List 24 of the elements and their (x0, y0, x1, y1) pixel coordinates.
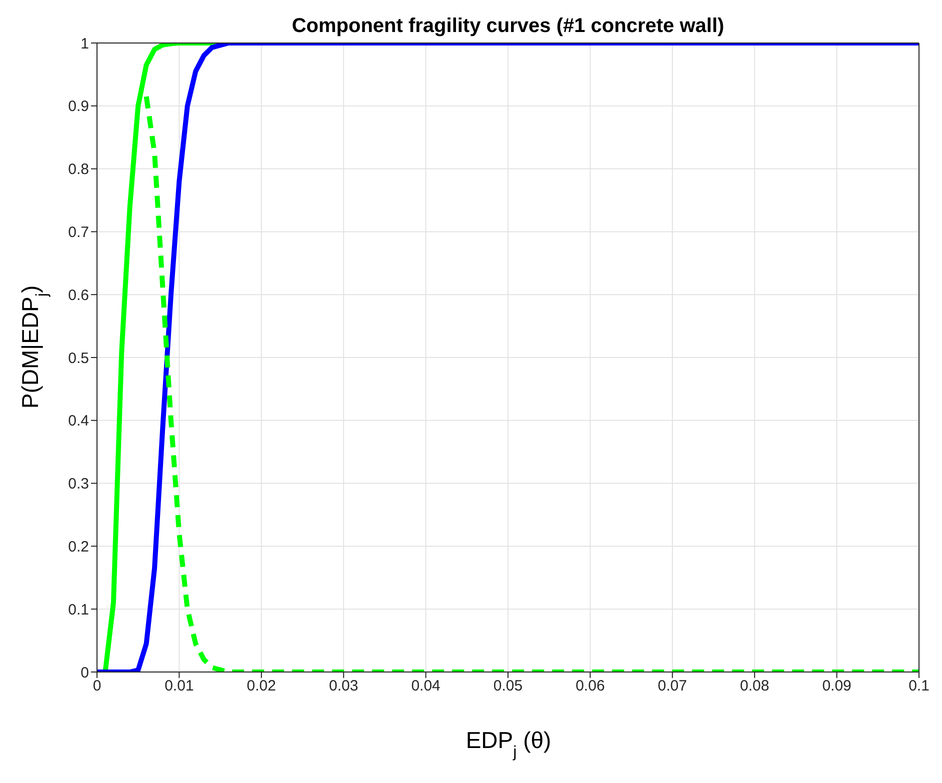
x-tick-label: 0.09 (822, 678, 852, 695)
x-tick-label: 0.05 (493, 678, 523, 695)
y-tick-label: 0.5 (68, 350, 89, 367)
x-tick-label: 0.03 (329, 678, 358, 695)
y-tick-label: 0.3 (68, 476, 89, 493)
x-tick-label: 0.04 (411, 678, 440, 695)
y-tick-label: 0.1 (68, 601, 89, 618)
y-tick-label: 0.9 (68, 98, 89, 116)
y-tick-label: 0.6 (68, 286, 89, 304)
x-tick-label: 0.1 (908, 678, 930, 695)
chart-title: Component fragility curves (#1 concrete wall) (292, 15, 724, 37)
x-tick-label: 0.02 (246, 678, 276, 695)
x-tick-label: 0.01 (164, 678, 194, 695)
y-tick-label: 0.4 (68, 412, 89, 430)
y-tick-label: 0.8 (68, 161, 89, 178)
y-tick-label: 0.2 (68, 538, 89, 556)
y-tick-label: 0 (80, 664, 89, 682)
x-axis-title: EDP$_{j}$ (θ) (466, 727, 552, 761)
y-tick-label: 0.7 (68, 224, 89, 242)
x-tick-label: 0.08 (740, 678, 770, 695)
y-tick-label: 1 (80, 35, 89, 52)
x-tick-label: 0.06 (576, 678, 605, 695)
x-tick-label: 0 (92, 678, 102, 695)
x-tick-label: 0.07 (658, 678, 687, 695)
